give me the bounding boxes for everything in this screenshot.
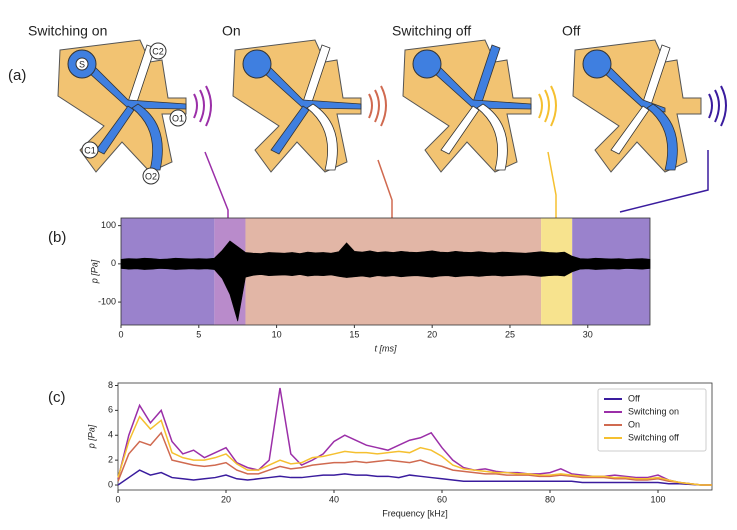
x-axis-label: t [ms]: [375, 343, 397, 353]
x-tick-label: 0: [115, 494, 120, 504]
series-line: [117, 387, 712, 486]
port-label: O2: [145, 171, 157, 181]
valve-switching-off: [402, 39, 557, 173]
y-axis-label: p [Pa]: [89, 259, 99, 284]
x-tick-label: 80: [545, 494, 555, 504]
port-marker: [75, 57, 89, 71]
port-marker: [169, 109, 187, 127]
panel-label: (b): [48, 229, 66, 246]
span: [121, 218, 215, 325]
connector: [204, 151, 229, 218]
state-label: Switching off: [392, 23, 471, 39]
x-tick-label: 40: [329, 494, 339, 504]
series-line: [117, 431, 712, 486]
y-tick-label: -100: [98, 296, 116, 306]
x-tick-label: 10: [272, 329, 282, 339]
y-tick-label: 4: [108, 430, 113, 440]
y-tick-label: 8: [108, 380, 113, 390]
y-tick-label: 6: [108, 405, 113, 415]
y-tick-label: 2: [108, 455, 113, 465]
series-line: [117, 469, 712, 486]
port-label: C1: [84, 145, 96, 155]
port-marker: [142, 167, 160, 185]
x-tick-label: 60: [437, 494, 447, 504]
series-line: [117, 415, 712, 486]
port-marker: [149, 42, 167, 60]
connector: [619, 150, 709, 213]
x-tick-label: 15: [349, 329, 359, 339]
x-tick-label: 25: [505, 329, 515, 339]
state-label: Switching on: [28, 23, 107, 39]
panel-label: (a): [8, 67, 26, 84]
panel-label: (c): [48, 389, 66, 406]
y-tick-label: 0: [108, 479, 113, 489]
span: [572, 218, 650, 325]
x-tick-label: 100: [650, 494, 665, 504]
x-tick-label: 30: [583, 329, 593, 339]
valve-off: [572, 39, 727, 173]
x-tick-label: 5: [196, 329, 201, 339]
connector: [377, 159, 393, 218]
x-tick-label: 0: [118, 329, 123, 339]
signal: [120, 240, 651, 322]
legend-label: Off: [628, 393, 640, 403]
port-marker: [81, 141, 99, 159]
legend-label: On: [628, 419, 640, 429]
diagrams: S C2 O1 C1 O2: [57, 39, 727, 218]
port-label: S: [79, 59, 85, 69]
x-tick-label: 20: [221, 494, 231, 504]
y-tick-label: 0: [111, 258, 116, 268]
port-label: O1: [172, 113, 184, 123]
axes-frame: [120, 217, 651, 326]
valve-on: [232, 39, 387, 173]
y-tick-label: 100: [101, 220, 116, 230]
x-tick-label: 20: [427, 329, 437, 339]
axes-frame: [117, 382, 713, 491]
state-label: Off: [562, 23, 581, 39]
port-label: C2: [152, 46, 164, 56]
connector: [547, 151, 557, 218]
valve-switching-on: [57, 39, 212, 173]
legend-box: [597, 388, 707, 452]
state-label: On: [222, 23, 241, 39]
legend-label: Switching off: [628, 432, 679, 442]
x-axis-label: Frequency [kHz]: [382, 508, 448, 518]
y-axis-label: p [Pa]: [86, 424, 96, 449]
legend-label: Switching on: [628, 406, 679, 416]
